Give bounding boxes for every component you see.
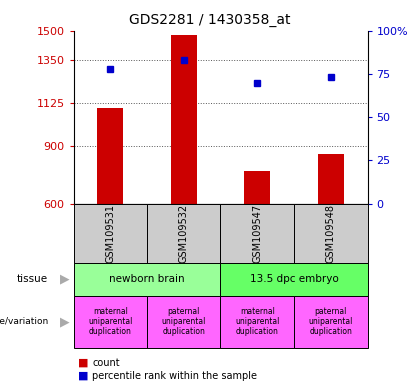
Text: 13.5 dpc embryo: 13.5 dpc embryo xyxy=(249,274,339,285)
Text: GSM109531: GSM109531 xyxy=(105,204,115,263)
Text: count: count xyxy=(92,358,120,368)
Text: GSM109548: GSM109548 xyxy=(326,204,336,263)
Text: tissue: tissue xyxy=(17,274,48,285)
Text: ▶: ▶ xyxy=(60,273,69,286)
Text: newborn brain: newborn brain xyxy=(109,274,185,285)
Text: paternal
uniparental
duplication: paternal uniparental duplication xyxy=(309,307,353,336)
Bar xyxy=(244,171,270,204)
Text: ▶: ▶ xyxy=(60,315,69,328)
Bar xyxy=(171,35,197,204)
Bar xyxy=(97,108,123,204)
Text: paternal
uniparental
duplication: paternal uniparental duplication xyxy=(162,307,206,336)
Text: GDS2281 / 1430358_at: GDS2281 / 1430358_at xyxy=(129,13,291,27)
Text: ■: ■ xyxy=(78,358,88,368)
Bar xyxy=(318,154,344,204)
Text: ■: ■ xyxy=(78,371,88,381)
Text: maternal
uniparental
duplication: maternal uniparental duplication xyxy=(88,307,132,336)
Text: GSM109547: GSM109547 xyxy=(252,204,262,263)
Text: percentile rank within the sample: percentile rank within the sample xyxy=(92,371,257,381)
Text: GSM109532: GSM109532 xyxy=(179,204,189,263)
Text: maternal
uniparental
duplication: maternal uniparental duplication xyxy=(235,307,279,336)
Text: genotype/variation: genotype/variation xyxy=(0,317,48,326)
